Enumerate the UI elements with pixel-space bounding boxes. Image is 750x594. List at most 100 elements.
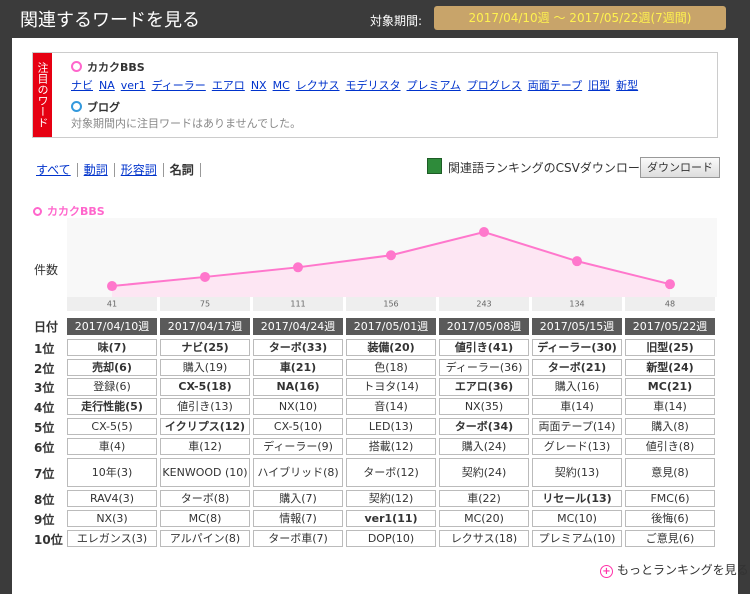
tab[interactable]: 形容詞: [114, 163, 164, 177]
notice-box: 注目のワード カカクBBS ナビ NA ver1 ディーラー エアロ NX MC レクサス モデ…: [32, 52, 718, 138]
tabs: すべて 動詞 形容詞 名詞: [36, 161, 201, 178]
rank-cell: 売却(6): [67, 359, 157, 376]
tab[interactable]: 名詞: [163, 163, 201, 177]
rank-cell: トヨタ(14): [346, 378, 436, 396]
bullet: [33, 207, 42, 216]
rank-cell: DOP(10): [346, 530, 436, 547]
value-label: 156: [383, 300, 398, 309]
y-axis-label: 件数: [34, 263, 59, 277]
rank-cell: RAV4(3): [67, 490, 157, 507]
date-header: 2017/04/10週: [67, 318, 157, 335]
rank-cell: エアロ(36): [439, 378, 529, 396]
word-link[interactable]: プレミアム: [406, 79, 461, 92]
rank-cell: 車(4): [67, 438, 157, 455]
rank-cell: 値引き(13): [160, 398, 250, 415]
rank-cell: 車(22): [439, 490, 529, 507]
rank-cell: アルパイン(8): [160, 530, 250, 547]
rank-cell: 両面テープ(14): [532, 418, 622, 435]
rank-cell: ハイブリッド(8): [253, 458, 343, 487]
date-header: 2017/05/15週: [532, 318, 622, 335]
rank-cell: 後悔(6): [625, 510, 715, 527]
rank-label: 3位: [34, 381, 55, 395]
word-link[interactable]: レクサス: [295, 79, 340, 92]
source: カカクBBS: [71, 59, 145, 75]
tab[interactable]: 動詞: [77, 163, 115, 177]
bullet: [71, 101, 82, 112]
plus-icon: +: [600, 565, 613, 578]
rank-cell: ご意見(6): [625, 530, 715, 547]
value-label: 134: [569, 300, 584, 309]
rank-cell: 旧型(25): [625, 339, 715, 356]
value-cell: [253, 297, 343, 311]
rank-cell: MC(20): [439, 510, 529, 527]
download-button[interactable]: ダウンロード: [640, 157, 720, 178]
word-link[interactable]: 両面テープ: [527, 79, 583, 92]
rank-cell: 値引き(41): [439, 339, 529, 356]
rank-cell: プレミアム(10): [532, 530, 622, 547]
rank-label: 7位: [34, 466, 55, 481]
rank-cell: 登録(6): [67, 378, 157, 396]
word-link[interactable]: プログレス: [466, 79, 522, 92]
rank-cell: 契約(12): [346, 490, 436, 507]
word-link[interactable]: 新型: [616, 79, 639, 92]
word-link[interactable]: エアロ: [211, 79, 245, 92]
rank-cell: 購入(19): [160, 359, 250, 376]
value-cell: [67, 297, 157, 311]
word-link[interactable]: モデリスタ: [345, 79, 401, 92]
date-header: 2017/05/08週: [439, 318, 529, 335]
rank-label: 2位: [34, 361, 55, 376]
rank-cell: NA(16): [253, 378, 343, 396]
rank-cell: KENWOOD (10): [160, 458, 250, 487]
rank-cell: ディーラー(36): [439, 359, 529, 376]
rank-cell: 値引き(8): [625, 438, 715, 455]
rank-label: 6位: [34, 440, 55, 455]
table-header-label: 日付: [34, 320, 59, 334]
value-cell: [160, 297, 250, 311]
rank-cell: NX(10): [253, 398, 343, 415]
more-link-text[interactable]: もっとランキングを見る: [617, 563, 749, 577]
chart-title: カカクBBS: [33, 203, 105, 219]
rank-cell: 車(12): [160, 438, 250, 455]
csv-text: 関連語ランキングのCSVダウンロード: [448, 161, 652, 175]
word-link[interactable]: ナビ: [71, 79, 93, 92]
rank-cell: 車(14): [532, 398, 622, 415]
rank-cell: 音(14): [346, 398, 436, 415]
rank-cell: 10年(3): [67, 458, 157, 487]
word-link[interactable]: MC: [272, 79, 290, 92]
rank-label: 4位: [34, 400, 55, 415]
rank-cell: レクサス(18): [439, 530, 529, 547]
tab[interactable]: すべて: [36, 163, 78, 177]
date-header: 2017/05/22週: [625, 318, 715, 335]
value-cell: [625, 297, 715, 311]
rank-cell: 味(7): [67, 339, 157, 356]
rank-cell: ターボ(33): [253, 339, 343, 356]
word-link[interactable]: NX: [250, 79, 267, 92]
rank-cell: CX-5(18): [160, 378, 250, 396]
more-link[interactable]: + もっとランキングを見る: [600, 561, 749, 578]
point: [386, 250, 396, 261]
word-link[interactable]: NA: [99, 79, 115, 92]
word-link[interactable]: ディーラー: [151, 79, 206, 92]
source-name: ブログ: [87, 101, 120, 114]
word-link[interactable]: 旧型: [588, 79, 611, 92]
value-cell: [439, 297, 529, 311]
rank-cell: 車(14): [625, 398, 715, 415]
rank-cell: NX(35): [439, 398, 529, 415]
value-label: 41: [107, 300, 117, 309]
rank-cell: MC(21): [625, 378, 715, 396]
rank-label: 9位: [34, 512, 55, 527]
value-label: 48: [665, 300, 675, 309]
rank-cell: エレガンス(3): [67, 530, 157, 547]
rank-cell: MC(10): [532, 510, 622, 527]
rank-label: 10位: [34, 532, 63, 547]
notice-label: 注目のワード: [33, 53, 52, 137]
source-name: カカクBBS: [87, 61, 145, 74]
rank-cell: 意見(8): [625, 458, 715, 487]
rank-cell: FMC(6): [625, 490, 715, 507]
csv-icon: [427, 158, 442, 174]
point: [665, 279, 675, 290]
word-link[interactable]: ver1: [120, 79, 146, 92]
value-label: 75: [200, 300, 210, 309]
rank-cell: ナビ(25): [160, 339, 250, 356]
